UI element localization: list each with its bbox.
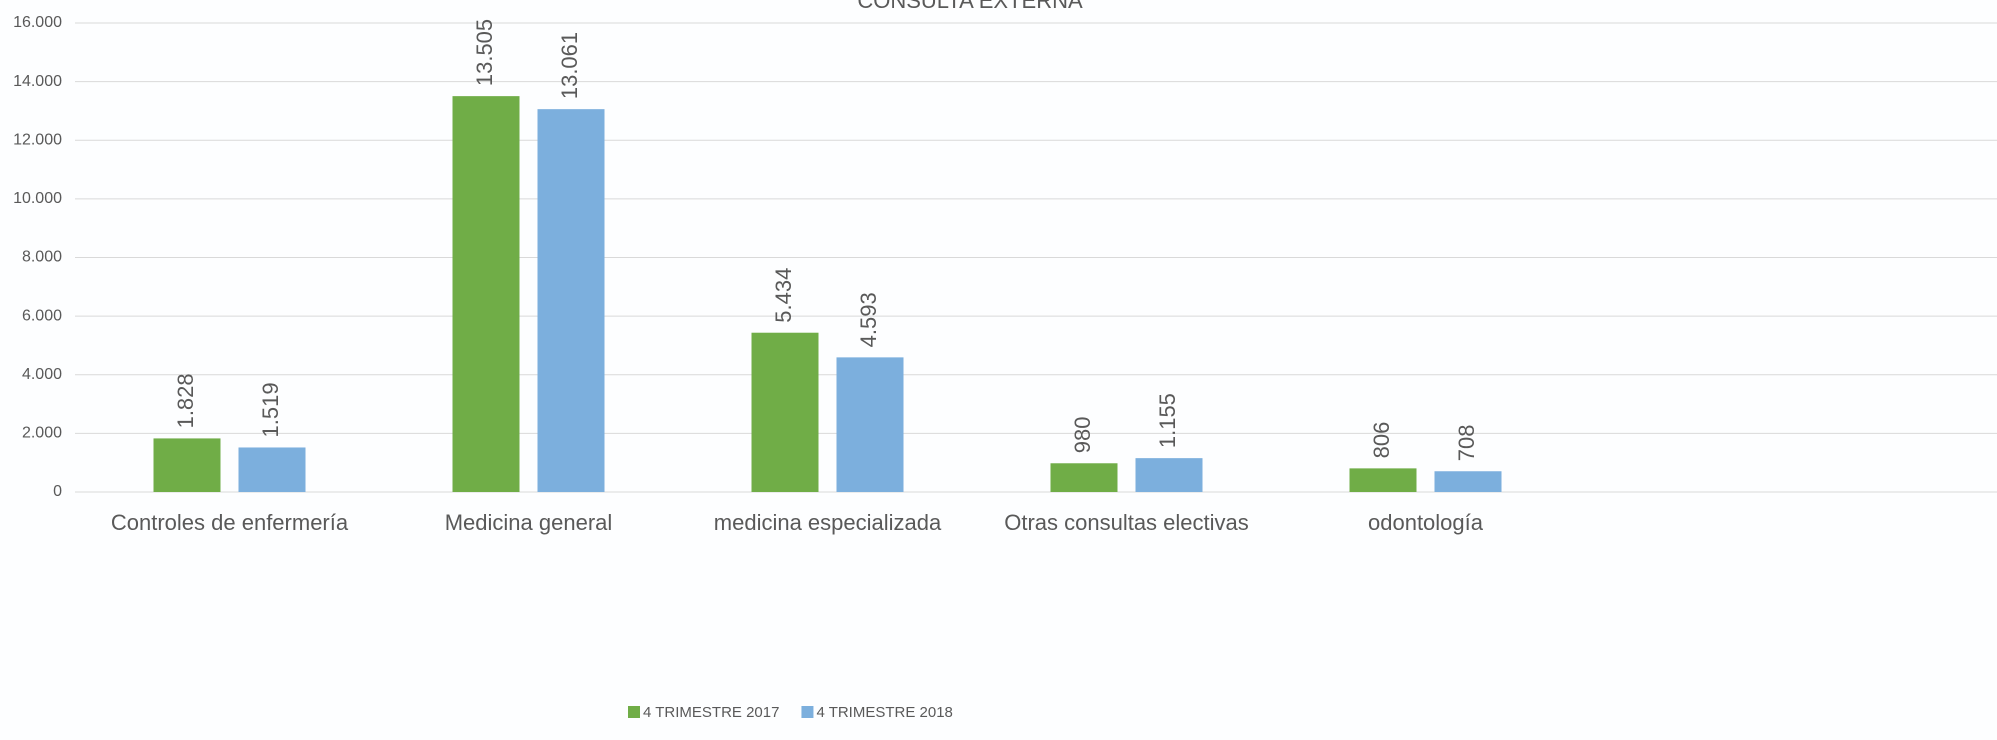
background	[0, 0, 1997, 740]
x-tick-label: Medicina general	[445, 510, 613, 535]
bar	[752, 333, 819, 492]
chart: CONSULTA EXTERNA 0 2.000 4.000 6.000 8.000 10…	[0, 0, 1997, 740]
data-label: 13.061	[557, 32, 582, 99]
x-tick-label: odontología	[1368, 510, 1484, 535]
y-tick-label: 16.000	[13, 14, 62, 31]
y-tick-label: 8.000	[22, 249, 62, 266]
bar	[837, 357, 904, 492]
data-label: 5.434	[771, 268, 796, 323]
y-tick-label: 10.000	[13, 190, 62, 207]
legend-label: 4 TRIMESTRE 2018	[816, 704, 952, 721]
bar	[1136, 458, 1203, 492]
y-tick-label: 0	[53, 483, 62, 500]
data-label: 1.155	[1155, 393, 1180, 448]
chart-title: CONSULTA EXTERNA	[857, 0, 1083, 13]
x-tick-label: medicina especializada	[714, 510, 942, 535]
y-tick-label: 2.000	[22, 425, 62, 442]
data-label: 13.505	[472, 19, 497, 86]
data-label: 1.519	[258, 382, 283, 437]
legend-swatch	[628, 706, 640, 718]
x-tick-label: Controles de enfermería	[111, 510, 349, 535]
bar	[453, 96, 520, 492]
bar	[538, 109, 605, 492]
data-label: 1.828	[173, 373, 198, 428]
y-tick-label: 6.000	[22, 307, 62, 324]
data-label: 4.593	[856, 292, 881, 347]
y-tick-label: 14.000	[13, 73, 62, 90]
x-tick-label: Otras consultas electivas	[1004, 510, 1249, 535]
data-label: 806	[1369, 422, 1394, 459]
legend-label: 4 TRIMESTRE 2017	[643, 704, 779, 721]
y-tick-label: 12.000	[13, 131, 62, 148]
bar	[1435, 471, 1502, 492]
bar	[239, 447, 306, 492]
bar	[1350, 468, 1417, 492]
data-label: 980	[1070, 417, 1095, 454]
data-label: 708	[1454, 425, 1479, 462]
legend-swatch	[801, 706, 813, 718]
bar	[154, 438, 221, 492]
bar	[1051, 463, 1118, 492]
y-tick-label: 4.000	[22, 366, 62, 383]
